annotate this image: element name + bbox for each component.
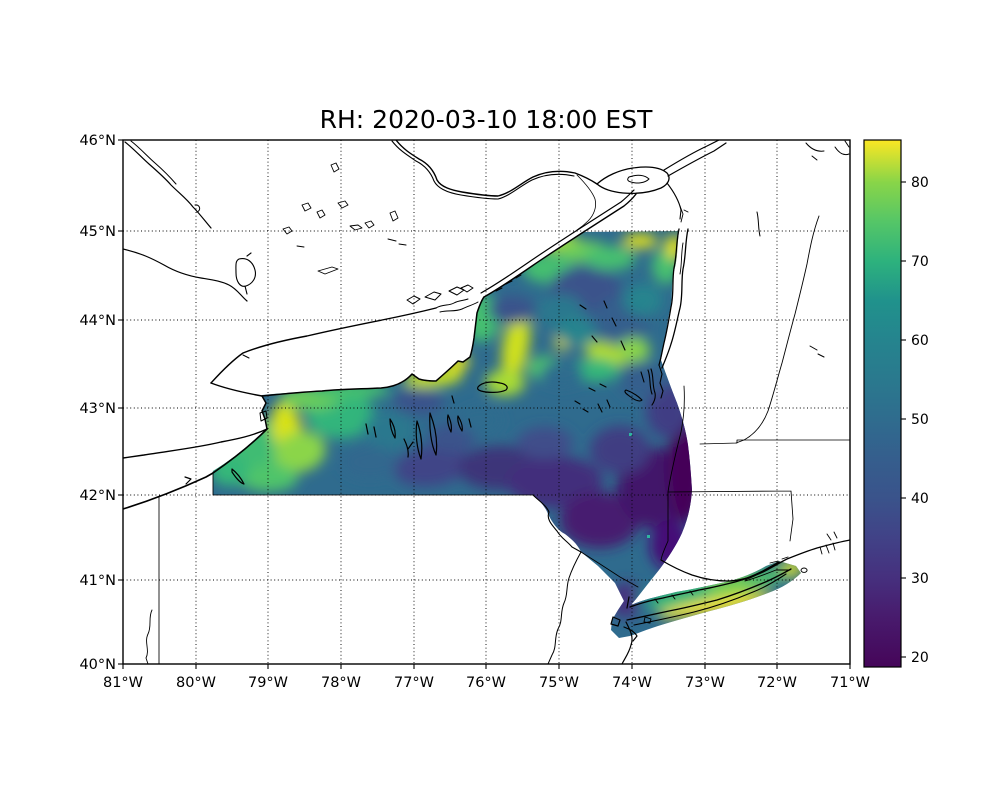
atlantic-coastline	[610, 531, 850, 664]
x-tick-label: 78°W	[321, 675, 361, 691]
x-axis: 81°W 80°W 79°W 78°W 77°W 76°W 75°W 74°W …	[103, 675, 870, 691]
x-tick-label: 74°W	[612, 675, 652, 691]
x-tick-label: 80°W	[176, 675, 216, 691]
x-tick-label: 79°W	[248, 675, 288, 691]
colorbar-tick-label: 40	[911, 491, 929, 507]
montreal-islands	[576, 140, 727, 231]
y-tick-label: 42°N	[79, 488, 116, 504]
colorbar-tick-label: 30	[911, 571, 929, 587]
y-tick-label: 41°N	[79, 573, 116, 589]
x-tick-label: 75°W	[539, 675, 579, 691]
rh-pixel-outlier	[629, 433, 632, 436]
axis-ticks	[118, 139, 851, 669]
ontario-lakes	[123, 162, 399, 302]
x-tick-label: 77°W	[394, 675, 434, 691]
x-tick-label: 76°W	[466, 675, 506, 691]
y-tick-label: 43°N	[79, 401, 116, 417]
x-tick-label: 73°W	[685, 675, 725, 691]
x-tick-label: 81°W	[103, 675, 143, 691]
lake-champlain	[640, 205, 689, 406]
great-lakes-coastline	[123, 284, 485, 510]
rh-field-blobs	[213, 234, 801, 619]
colorbar-ticks	[901, 181, 906, 658]
finger-lakes	[231, 381, 508, 485]
geography	[123, 140, 850, 664]
colorbar-tick-label: 60	[911, 333, 929, 349]
colorbar-tick-label: 50	[911, 412, 929, 428]
state-borders	[145, 215, 850, 664]
plot-title: RH: 2020-03-10 18:00 EST	[320, 105, 653, 134]
colorbar-tick-label: 20	[911, 650, 929, 666]
gridlines	[123, 140, 850, 664]
colorbar-frame	[863, 139, 902, 668]
y-tick-label: 45°N	[79, 224, 116, 240]
colorbar: 80 70 60 50 40 30 20	[863, 139, 929, 668]
y-tick-label: 44°N	[79, 313, 116, 329]
colorbar-gradient	[864, 140, 901, 667]
y-tick-label: 40°N	[79, 657, 116, 673]
colorbar-tick-label: 70	[911, 254, 929, 270]
adirondack-lakes	[574, 300, 643, 413]
rh-pixel-outlier	[647, 535, 650, 538]
x-tick-label: 72°W	[757, 675, 797, 691]
y-axis: 46°N 45°N 44°N 43°N 42°N 41°N 40°N	[79, 133, 116, 673]
northeast-misc	[756, 140, 850, 358]
y-tick-label: 46°N	[79, 133, 116, 149]
ottawa-river	[124, 140, 598, 246]
colorbar-tick-label: 80	[911, 175, 929, 191]
x-tick-label: 71°W	[830, 675, 870, 691]
